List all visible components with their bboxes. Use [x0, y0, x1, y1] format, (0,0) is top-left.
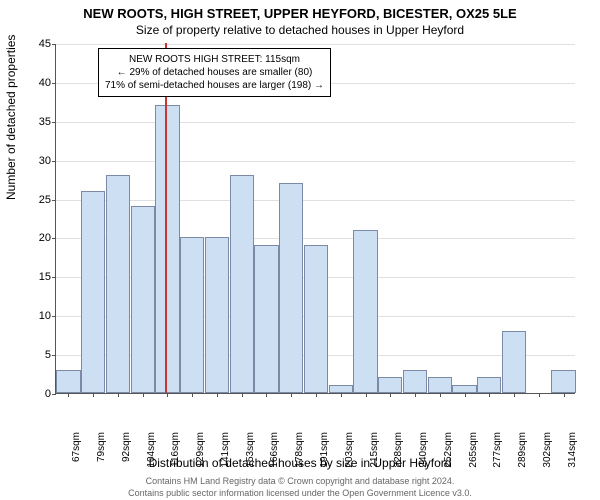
x-tick-mark — [192, 393, 193, 397]
plot-area: 05101520253035404567sqm79sqm92sqm104sqm1… — [55, 44, 575, 394]
annotation-line2: ← 29% of detached houses are smaller (80… — [105, 66, 324, 79]
y-tick-mark — [52, 355, 56, 356]
x-tick-mark — [465, 393, 466, 397]
chart-title-sub: Size of property relative to detached ho… — [0, 21, 600, 37]
x-tick-mark — [266, 393, 267, 397]
annotation-line1: NEW ROOTS HIGH STREET: 115sqm — [105, 53, 324, 66]
y-tick-mark — [52, 161, 56, 162]
x-tick-mark — [514, 393, 515, 397]
histogram-bar — [452, 385, 476, 393]
x-tick-mark — [489, 393, 490, 397]
histogram-bar — [81, 191, 105, 393]
y-tick-label: 25 — [26, 194, 51, 206]
x-tick-mark — [217, 393, 218, 397]
x-tick-mark — [366, 393, 367, 397]
footer-line1: Contains HM Land Registry data © Crown c… — [0, 476, 600, 486]
x-tick-mark — [242, 393, 243, 397]
y-tick-label: 30 — [26, 155, 51, 167]
x-tick-mark — [291, 393, 292, 397]
histogram-bar — [329, 385, 353, 393]
y-axis-label: Number of detached properties — [4, 35, 18, 200]
grid-line — [56, 44, 575, 45]
y-tick-mark — [52, 316, 56, 317]
x-tick-mark — [390, 393, 391, 397]
footer-line2: Contains public sector information licen… — [0, 488, 600, 498]
x-tick-mark — [564, 393, 565, 397]
y-tick-mark — [52, 200, 56, 201]
histogram-bar — [304, 245, 328, 393]
histogram-bar — [56, 370, 80, 393]
chart-container: NEW ROOTS, HIGH STREET, UPPER HEYFORD, B… — [0, 0, 600, 500]
histogram-bar — [428, 377, 452, 393]
x-tick-mark — [118, 393, 119, 397]
x-tick-mark — [68, 393, 69, 397]
x-tick-mark — [167, 393, 168, 397]
y-tick-label: 40 — [26, 77, 51, 89]
histogram-bar — [230, 175, 254, 393]
y-tick-mark — [52, 44, 56, 45]
histogram-bar — [353, 230, 377, 393]
y-tick-label: 0 — [26, 388, 51, 400]
x-tick-mark — [143, 393, 144, 397]
y-tick-mark — [52, 83, 56, 84]
histogram-bar — [180, 237, 204, 393]
chart-title-main: NEW ROOTS, HIGH STREET, UPPER HEYFORD, B… — [0, 0, 600, 21]
x-tick-mark — [316, 393, 317, 397]
grid-line — [56, 122, 575, 123]
y-tick-mark — [52, 277, 56, 278]
x-axis-label: Distribution of detached houses by size … — [0, 456, 600, 470]
y-tick-mark — [52, 394, 56, 395]
grid-line — [56, 200, 575, 201]
y-tick-label: 15 — [26, 271, 51, 283]
y-tick-label: 20 — [26, 232, 51, 244]
histogram-bar — [477, 377, 501, 393]
y-tick-mark — [52, 122, 56, 123]
y-tick-label: 10 — [26, 310, 51, 322]
histogram-bar — [131, 206, 155, 393]
y-tick-label: 45 — [26, 38, 51, 50]
histogram-bar — [378, 377, 402, 393]
histogram-bar — [279, 183, 303, 393]
grid-line — [56, 161, 575, 162]
histogram-bar — [403, 370, 427, 393]
x-tick-mark — [341, 393, 342, 397]
histogram-bar — [551, 370, 575, 393]
y-tick-label: 5 — [26, 349, 51, 361]
x-tick-mark — [539, 393, 540, 397]
histogram-bar — [106, 175, 130, 393]
x-tick-mark — [440, 393, 441, 397]
histogram-bar — [254, 245, 278, 393]
histogram-bar — [155, 105, 179, 393]
histogram-bar — [502, 331, 526, 393]
annotation-box: NEW ROOTS HIGH STREET: 115sqm ← 29% of d… — [98, 48, 331, 97]
x-tick-mark — [415, 393, 416, 397]
annotation-line3: 71% of semi-detached houses are larger (… — [105, 79, 324, 92]
y-tick-label: 35 — [26, 116, 51, 128]
histogram-bar — [205, 237, 229, 393]
y-tick-mark — [52, 238, 56, 239]
x-tick-mark — [93, 393, 94, 397]
